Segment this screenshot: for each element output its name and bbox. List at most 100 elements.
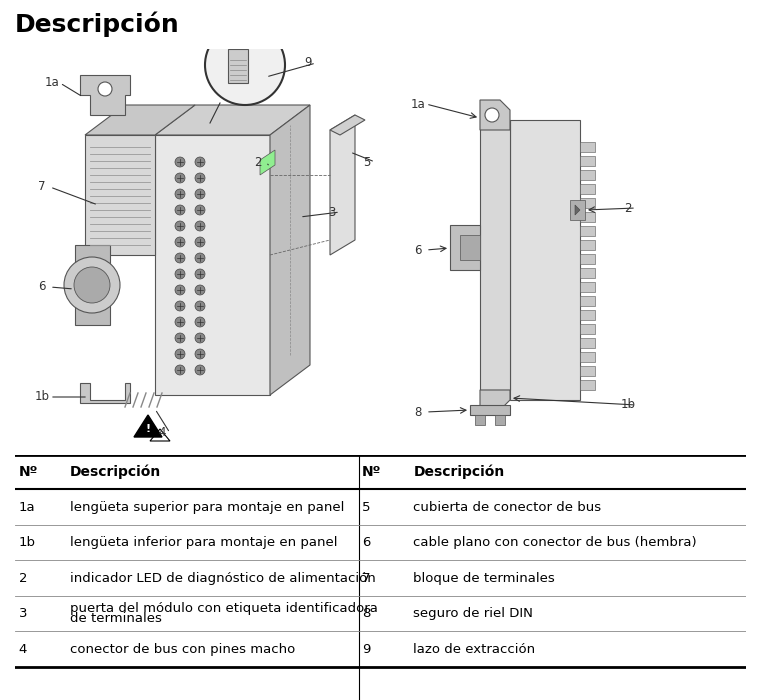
Text: 7: 7: [38, 181, 46, 193]
Polygon shape: [580, 254, 595, 264]
Text: lazo de extracción: lazo de extracción: [413, 643, 536, 656]
Polygon shape: [580, 170, 595, 180]
Circle shape: [195, 173, 205, 183]
Circle shape: [195, 365, 205, 375]
Polygon shape: [80, 383, 130, 403]
Circle shape: [205, 25, 285, 105]
Polygon shape: [85, 135, 155, 255]
Text: lengüeta superior para montaje en panel: lengüeta superior para montaje en panel: [70, 500, 345, 514]
Circle shape: [175, 349, 185, 359]
Text: 8: 8: [414, 405, 422, 419]
Polygon shape: [228, 49, 248, 83]
Text: 1b: 1b: [19, 536, 36, 549]
Text: seguro de riel DIN: seguro de riel DIN: [413, 607, 533, 620]
Text: 9: 9: [304, 57, 312, 69]
Circle shape: [195, 285, 205, 295]
Polygon shape: [580, 310, 595, 320]
Polygon shape: [580, 240, 595, 250]
Circle shape: [195, 333, 205, 343]
Polygon shape: [330, 115, 365, 135]
Polygon shape: [580, 226, 595, 236]
Text: lengüeta inferior para montaje en panel: lengüeta inferior para montaje en panel: [70, 536, 338, 549]
Text: 4: 4: [19, 643, 27, 656]
Text: 3: 3: [19, 607, 27, 620]
Polygon shape: [580, 142, 595, 152]
Circle shape: [195, 205, 205, 215]
Text: 1a: 1a: [411, 97, 425, 111]
Text: conector de bus con pines macho: conector de bus con pines macho: [70, 643, 295, 656]
Polygon shape: [510, 120, 580, 400]
Circle shape: [175, 189, 185, 199]
Text: 2: 2: [624, 202, 632, 214]
Text: 7: 7: [362, 572, 371, 584]
Circle shape: [195, 189, 205, 199]
Circle shape: [195, 317, 205, 327]
Text: 1b: 1b: [620, 398, 635, 412]
Polygon shape: [85, 105, 195, 135]
Polygon shape: [580, 184, 595, 194]
Polygon shape: [580, 338, 595, 348]
Text: 3: 3: [328, 206, 336, 218]
Circle shape: [175, 205, 185, 215]
Polygon shape: [580, 156, 595, 166]
Text: bloque de terminales: bloque de terminales: [413, 572, 555, 584]
Polygon shape: [570, 200, 585, 220]
Text: indicador LED de diagnóstico de alimentación: indicador LED de diagnóstico de alimenta…: [70, 572, 376, 584]
Circle shape: [175, 173, 185, 183]
Polygon shape: [155, 105, 310, 135]
Polygon shape: [580, 352, 595, 362]
Text: puerta del módulo con etiqueta identificadora: puerta del módulo con etiqueta identific…: [70, 603, 378, 615]
Circle shape: [98, 82, 112, 96]
Polygon shape: [580, 212, 595, 222]
Polygon shape: [134, 415, 162, 437]
Circle shape: [175, 317, 185, 327]
Text: Descripción: Descripción: [15, 12, 180, 37]
Circle shape: [195, 301, 205, 311]
Text: Nº: Nº: [19, 466, 38, 480]
Circle shape: [485, 108, 499, 122]
Polygon shape: [580, 282, 595, 292]
Circle shape: [175, 237, 185, 247]
Polygon shape: [480, 390, 510, 410]
Polygon shape: [260, 150, 275, 175]
Polygon shape: [80, 75, 130, 115]
Circle shape: [175, 333, 185, 343]
Polygon shape: [460, 235, 480, 260]
Circle shape: [175, 365, 185, 375]
Text: 6: 6: [38, 281, 46, 293]
Polygon shape: [475, 415, 485, 425]
Polygon shape: [580, 366, 595, 376]
Text: 1a: 1a: [19, 500, 36, 514]
Polygon shape: [270, 105, 310, 395]
Circle shape: [175, 253, 185, 263]
Text: 2: 2: [19, 572, 27, 584]
Text: Nº: Nº: [362, 466, 381, 480]
Polygon shape: [575, 205, 580, 215]
Text: !: !: [145, 424, 151, 434]
Text: Descripción: Descripción: [413, 465, 505, 480]
Polygon shape: [155, 135, 270, 395]
Polygon shape: [580, 296, 595, 306]
Text: 6: 6: [414, 244, 422, 256]
Text: cable plano con conector de bus (hembra): cable plano con conector de bus (hembra): [413, 536, 697, 549]
Circle shape: [195, 349, 205, 359]
Polygon shape: [75, 245, 110, 325]
Text: de terminales: de terminales: [70, 612, 162, 625]
Circle shape: [195, 253, 205, 263]
Text: 4: 4: [158, 426, 166, 440]
Polygon shape: [580, 380, 595, 390]
Circle shape: [175, 285, 185, 295]
Text: 1a: 1a: [45, 76, 59, 90]
Polygon shape: [580, 198, 595, 208]
Text: Descripción: Descripción: [70, 465, 161, 480]
Text: 5: 5: [362, 500, 371, 514]
Text: 6: 6: [362, 536, 371, 549]
Circle shape: [64, 257, 120, 313]
Polygon shape: [480, 100, 510, 130]
Text: 2: 2: [254, 155, 262, 169]
Text: cubierta de conector de bus: cubierta de conector de bus: [413, 500, 601, 514]
Circle shape: [74, 267, 110, 303]
Circle shape: [175, 221, 185, 231]
Circle shape: [195, 221, 205, 231]
Polygon shape: [330, 115, 355, 255]
